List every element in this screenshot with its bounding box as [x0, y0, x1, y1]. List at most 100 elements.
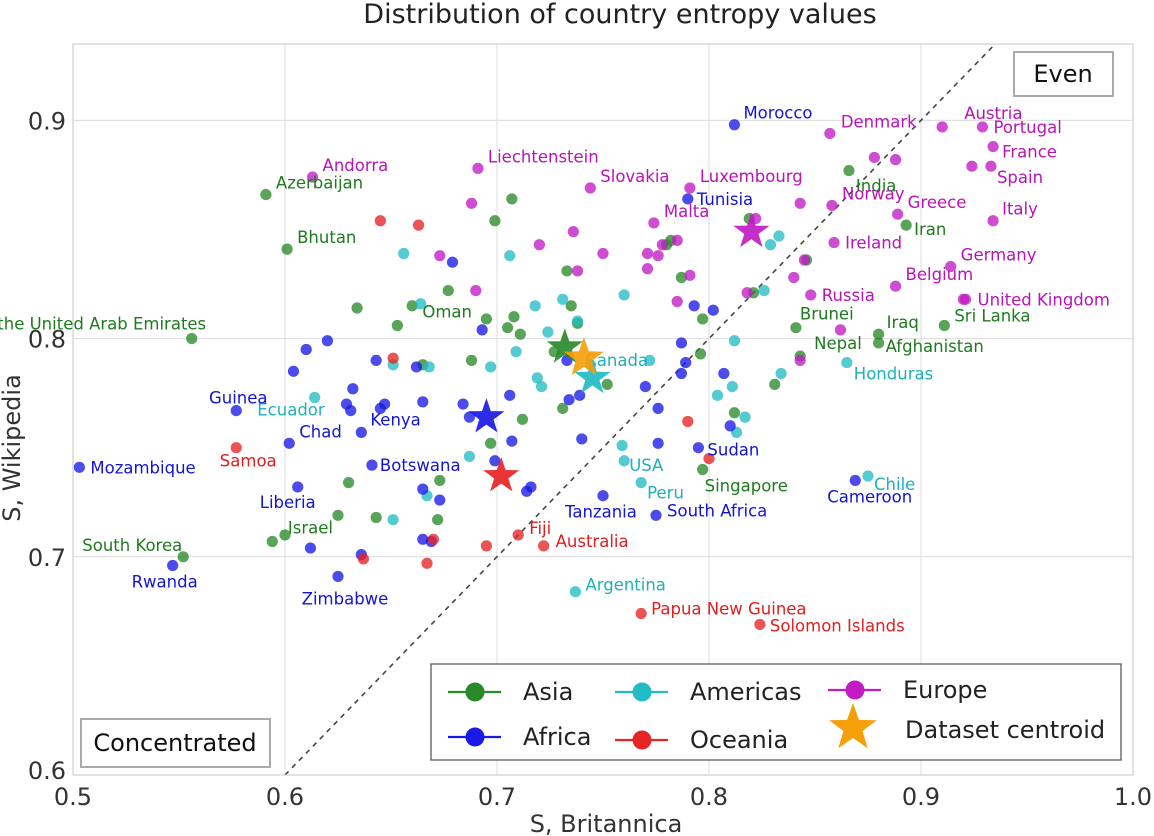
africa-point: [379, 398, 391, 410]
africa-point: [370, 354, 382, 367]
legend-item: Dataset centroid: [829, 703, 1105, 749]
legend-item: Americas: [615, 678, 802, 706]
asia-point: [186, 332, 198, 345]
asia-point: [343, 477, 355, 489]
point-label: Liberia: [260, 493, 316, 512]
americas-point: [841, 356, 853, 369]
americas-point: [862, 470, 874, 482]
legend-dot-marker: [632, 730, 652, 750]
centroid-star: [563, 337, 604, 376]
americas-point: [529, 300, 541, 312]
point-label: Cameroon: [827, 487, 912, 506]
asia-point: [697, 313, 709, 325]
africa-point: [563, 394, 575, 406]
point-label: Norway: [842, 184, 905, 203]
centroid-star: [733, 212, 770, 247]
africa-point: [287, 365, 300, 377]
point-label: Spain: [997, 168, 1043, 187]
americas-point: [728, 335, 741, 347]
asia-point: [506, 193, 518, 205]
point-label: USA: [629, 456, 664, 475]
africa-point: [525, 481, 537, 493]
scatter-points: [73, 119, 999, 631]
americas-point: [711, 389, 724, 401]
americas-point: [635, 477, 647, 489]
africa-point: [692, 442, 705, 454]
point-label: Andorra: [323, 156, 389, 175]
point-label: Sri Lanka: [954, 306, 1030, 325]
americas-point: [764, 239, 777, 251]
point-label: Canada: [585, 351, 648, 370]
africa-point: [345, 404, 357, 417]
africa-point: [410, 361, 423, 373]
point-label: Chile: [874, 475, 915, 494]
point-label: Iran: [914, 220, 946, 239]
point-label: Austria: [964, 104, 1022, 123]
europe-point: [828, 236, 840, 249]
oceania-point: [412, 219, 425, 231]
asia-point: [601, 378, 613, 391]
asia-point: [843, 164, 855, 177]
point-label: Chad: [299, 422, 342, 441]
point-label: Guinea: [209, 389, 268, 408]
point-label: Israel: [288, 518, 333, 537]
africa-point: [292, 481, 304, 493]
asia-point: [873, 328, 885, 340]
legend-star-marker: [829, 703, 877, 749]
legend-label: Africa: [523, 723, 591, 751]
africa-point: [321, 335, 333, 347]
africa-point: [688, 300, 700, 312]
point-label: Tunisia: [696, 190, 753, 209]
legend-item: Oceania: [615, 726, 788, 754]
oceania-point: [421, 557, 433, 569]
americas-point: [415, 298, 427, 310]
asia-point: [561, 265, 573, 277]
point-label: Luxembourg: [700, 167, 803, 186]
legend-dot-marker: [465, 682, 485, 702]
europe-point: [794, 354, 806, 367]
oceania-point: [754, 618, 766, 631]
asia-point: [694, 348, 707, 360]
europe-point: [641, 263, 654, 275]
americas-point: [618, 455, 630, 467]
europe-point: [597, 247, 609, 260]
point-label: Denmark: [841, 112, 917, 131]
centroid-stars: [468, 212, 770, 492]
legend-item: Europe: [828, 676, 987, 704]
asia-point: [177, 551, 189, 563]
americas-point: [618, 289, 630, 301]
legend-frame: [430, 663, 1122, 761]
africa-point: [434, 494, 446, 506]
point-label: Morocco: [743, 104, 812, 123]
africa-point: [576, 433, 588, 445]
africa-point: [682, 193, 694, 205]
asia-point: [480, 313, 492, 325]
point-label: Rwanda: [132, 573, 198, 592]
europe-point: [641, 247, 654, 260]
europe-point: [656, 239, 668, 251]
point-label: Mozambique: [90, 458, 195, 477]
asia-point: [508, 311, 520, 323]
region-concentrated-box: Concentrated: [80, 718, 271, 768]
asia-point: [900, 219, 912, 231]
oceania-point: [427, 533, 439, 545]
point-label: Azerbaijan: [276, 174, 363, 193]
americas-point: [571, 315, 584, 327]
legend-dot-marker: [632, 682, 652, 702]
point-label: Belgium: [906, 265, 974, 284]
europe-point: [936, 121, 948, 133]
americas-point: [726, 380, 738, 393]
point-label: Slovakia: [600, 167, 669, 186]
europe-point: [434, 250, 446, 262]
americas-point: [504, 250, 516, 262]
x-axis-label: S, Britannica: [530, 810, 683, 836]
oceania-point: [374, 215, 386, 227]
americas-point: [423, 361, 435, 373]
region-even-label: Even: [1033, 60, 1092, 88]
africa-point: [652, 402, 664, 415]
americas-point: [644, 354, 656, 367]
centroid-star: [574, 358, 611, 394]
legend-label: Oceania: [690, 726, 788, 754]
americas-point: [739, 411, 751, 423]
